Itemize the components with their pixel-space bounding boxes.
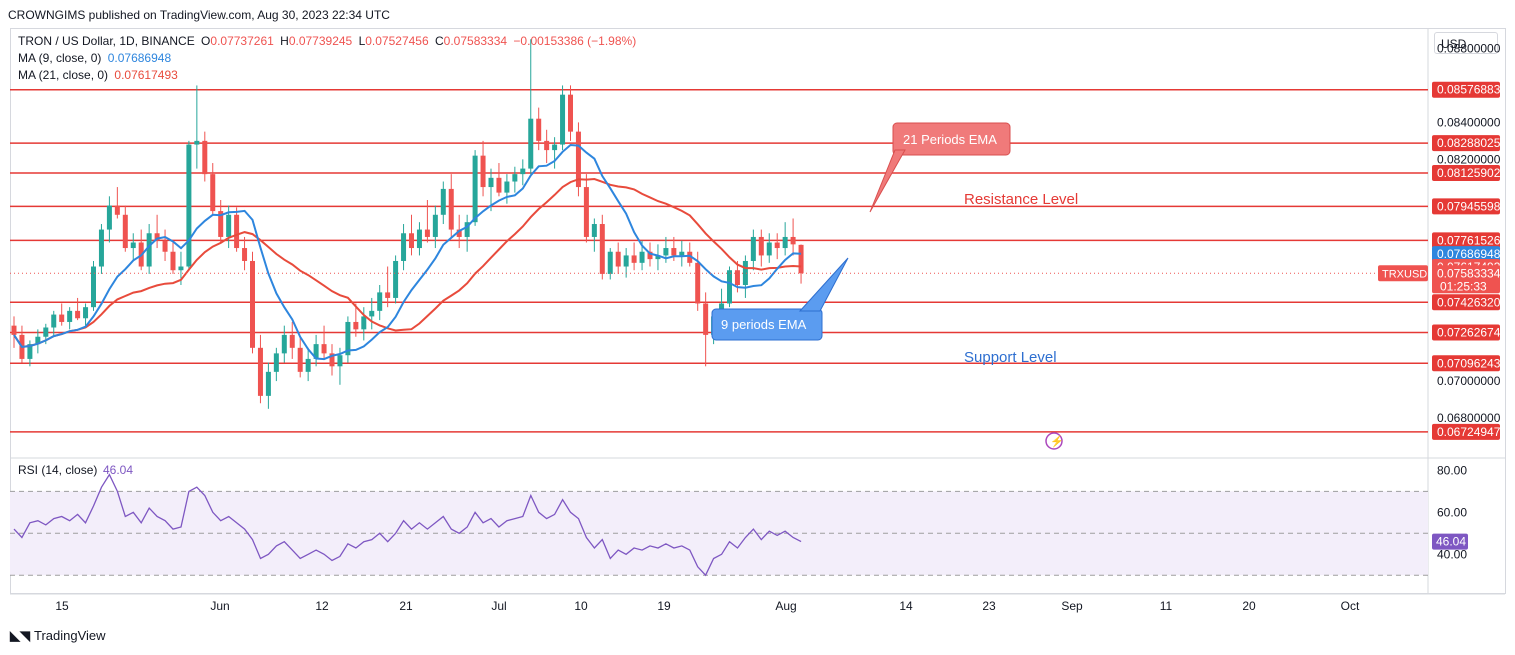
- high-value: 0.07739245: [288, 34, 353, 48]
- low-value: 0.07527456: [365, 34, 429, 48]
- time-tick-label: 14: [899, 599, 913, 613]
- ma9-value: 0.07686948: [107, 51, 172, 65]
- ma9-legend: MA (9, close, 0) 0.07686948: [18, 51, 171, 65]
- currency-button[interactable]: USD: [1434, 32, 1498, 54]
- ma21-value: 0.07617493: [114, 68, 178, 82]
- ma9-label: MA (9, close, 0): [18, 51, 102, 65]
- publisher-line: CROWNGIMS published on TradingView.com, …: [8, 8, 390, 22]
- time-tick-label: Sep: [1061, 599, 1083, 613]
- high-label: H: [280, 34, 289, 48]
- symbol-legend: TRON / US Dollar, 1D, BINANCE O0.0773726…: [18, 34, 636, 48]
- time-tick-label: 11: [1160, 599, 1173, 613]
- symbol-name: TRON / US Dollar, 1D, BINANCE: [18, 34, 195, 48]
- chart-frame: [10, 28, 1506, 594]
- time-tick-label: 19: [657, 599, 671, 613]
- time-tick-label: 20: [1242, 599, 1256, 613]
- low-label: L: [358, 34, 366, 48]
- open-label: O: [201, 34, 211, 48]
- close-value: 0.07583334: [443, 34, 508, 48]
- tradingview-footer: ◣◥ TradingView: [10, 628, 106, 644]
- time-tick-label: Jun: [210, 599, 229, 613]
- time-tick-label: Oct: [1341, 599, 1360, 613]
- time-tick-label: Aug: [775, 599, 796, 613]
- ma21-legend: MA (21, close, 0) 0.07617493: [18, 68, 178, 82]
- open-value: 0.07737261: [210, 34, 274, 48]
- tradingview-brand: TradingView: [34, 628, 106, 643]
- time-tick-label: 21: [399, 599, 413, 613]
- time-tick-label: 15: [55, 599, 69, 613]
- tradingview-logo-icon: ◣◥: [10, 628, 30, 643]
- close-label: C: [435, 34, 444, 48]
- change-value: −0.00153386 (−1.98%): [513, 34, 637, 48]
- time-tick-label: 12: [315, 599, 329, 613]
- time-tick-label: Jul: [491, 599, 506, 613]
- ma21-label: MA (21, close, 0): [18, 68, 109, 82]
- time-tick-label: 23: [982, 599, 996, 613]
- time-tick-label: 10: [574, 599, 588, 613]
